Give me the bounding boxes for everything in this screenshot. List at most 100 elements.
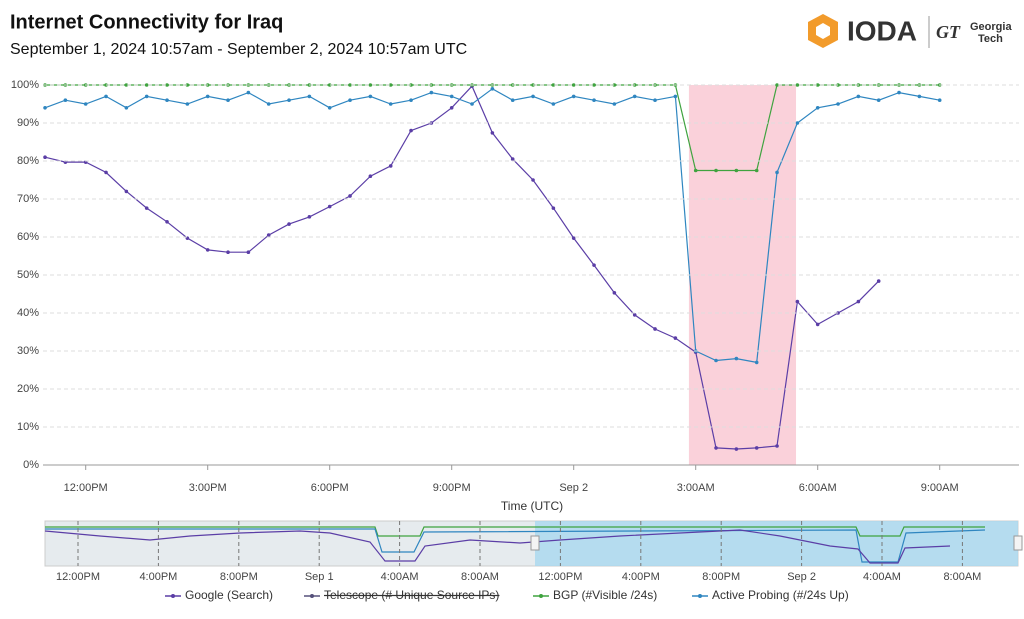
- data-point: [531, 94, 535, 99]
- y-tick-label: 70%: [17, 193, 39, 205]
- data-point: [307, 94, 312, 99]
- x-tick-label: 6:00PM: [311, 482, 349, 494]
- data-point: [409, 98, 413, 102]
- data-point: [795, 121, 800, 125]
- data-point: [510, 157, 515, 161]
- legend-item[interactable]: Google (Search): [165, 588, 273, 602]
- data-point: [612, 102, 617, 106]
- data-point: [592, 98, 596, 102]
- legend-label[interactable]: Telescope (# Unique Source IPs): [324, 588, 499, 602]
- data-point: [144, 83, 149, 87]
- navigator-tick-label: 8:00PM: [702, 571, 740, 583]
- legend-item[interactable]: Telescope (# Unique Source IPs): [304, 588, 499, 602]
- navigator-tick-label: Sep 2: [787, 571, 816, 583]
- legend-dot: [171, 594, 175, 598]
- y-tick-label: 50%: [17, 269, 39, 281]
- data-point: [856, 299, 861, 304]
- data-point: [449, 94, 454, 99]
- navigator-tick-label: 4:00AM: [381, 571, 419, 583]
- data-point: [348, 83, 352, 87]
- x-tick-label: 3:00PM: [189, 482, 227, 494]
- legend-label[interactable]: Google (Search): [185, 588, 273, 602]
- navigator-handle[interactable]: [1013, 535, 1023, 551]
- data-point: [490, 131, 495, 135]
- data-point: [287, 98, 291, 102]
- data-point: [754, 446, 759, 450]
- data-point: [551, 102, 556, 106]
- data-point: [246, 250, 251, 254]
- data-point: [104, 94, 108, 99]
- data-point: [368, 94, 373, 99]
- series: [43, 87, 942, 365]
- data-point: [632, 313, 637, 317]
- data-point: [185, 83, 190, 87]
- navigator-tick-label: 4:00AM: [863, 571, 901, 583]
- navigator-tick-label: 4:00PM: [139, 571, 177, 583]
- data-point: [327, 83, 332, 87]
- data-point: [348, 98, 352, 102]
- legend-dot: [539, 594, 543, 598]
- legend-dot: [310, 594, 314, 598]
- data-point: [124, 106, 129, 110]
- y-tick-label: 90%: [17, 117, 39, 129]
- data-point: [144, 206, 149, 210]
- data-point: [124, 83, 129, 87]
- data-point: [592, 83, 596, 87]
- navigator[interactable]: [44, 520, 1023, 567]
- logo-hex-inner: [816, 23, 830, 39]
- data-point: [551, 83, 556, 87]
- data-point: [876, 279, 881, 283]
- y-tick-label: 60%: [17, 231, 39, 243]
- data-point: [43, 106, 47, 110]
- logo-text: IODA: [847, 15, 917, 46]
- navigator-handle[interactable]: [530, 535, 540, 551]
- data-point: [734, 447, 739, 451]
- data-point: [470, 102, 474, 106]
- data-point: [327, 106, 332, 110]
- data-point: [388, 164, 393, 168]
- legend-item[interactable]: Active Probing (#/24s Up): [692, 588, 849, 602]
- data-point: [246, 90, 251, 95]
- data-point: [531, 178, 535, 182]
- data-point: [287, 222, 291, 226]
- data-point: [571, 236, 576, 240]
- data-point: [307, 215, 312, 219]
- data-point: [815, 322, 820, 327]
- data-point: [63, 98, 68, 102]
- data-point: [165, 220, 169, 224]
- x-axis-label: Time (UTC): [501, 499, 563, 513]
- data-point: [815, 83, 820, 87]
- data-point: [673, 94, 678, 99]
- data-point: [327, 204, 332, 209]
- navigator-tick-label: 8:00AM: [461, 571, 499, 583]
- chart-subtitle: September 1, 2024 10:57am - September 2,…: [10, 41, 467, 58]
- data-point: [754, 360, 759, 365]
- data-point: [205, 248, 210, 252]
- data-point: [409, 128, 413, 133]
- legend-label[interactable]: Active Probing (#/24s Up): [712, 588, 849, 602]
- data-point: [571, 94, 576, 99]
- navigator-tick-label: Sep 1: [305, 571, 334, 583]
- legend-item[interactable]: BGP (#Visible /24s): [533, 588, 657, 602]
- data-point: [165, 98, 169, 102]
- data-point: [205, 94, 210, 99]
- navigator-line: [44, 529, 951, 564]
- data-point: [226, 98, 230, 102]
- data-point: [592, 263, 596, 267]
- legend-label[interactable]: BGP (#Visible /24s): [553, 588, 657, 602]
- y-tick-label: 30%: [17, 345, 39, 357]
- navigator-selection[interactable]: [535, 521, 1018, 566]
- data-point: [510, 98, 515, 102]
- data-point: [937, 98, 942, 102]
- data-point: [876, 98, 881, 102]
- data-point: [449, 106, 454, 110]
- navigator-tick-label: 12:00PM: [538, 571, 582, 583]
- data-point: [836, 102, 840, 106]
- data-point: [266, 102, 271, 106]
- data-point: [165, 83, 169, 87]
- data-point: [653, 327, 657, 331]
- x-tick-label: Sep 2: [559, 482, 588, 494]
- data-point: [815, 106, 820, 110]
- data-point: [795, 299, 800, 304]
